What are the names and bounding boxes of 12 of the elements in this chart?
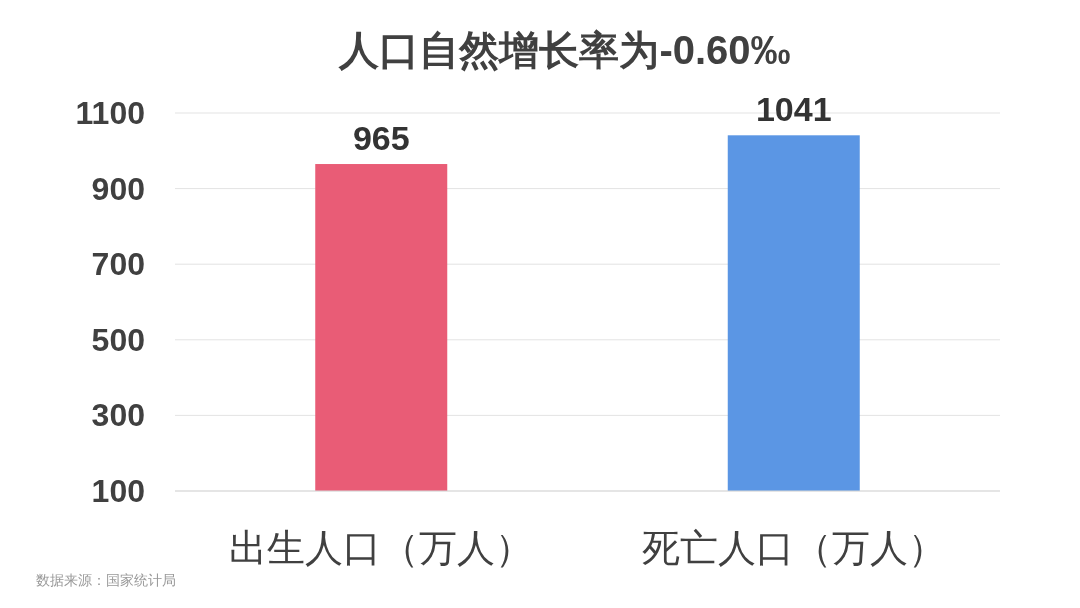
source-note: 数据来源：国家统计局 [36,572,176,588]
y-tick-label: 900 [91,170,145,207]
data-label: 965 [352,119,410,158]
y-tick-label: 700 [91,246,145,283]
x-tick-label: 死亡人口（万人） [641,527,946,569]
chart-title: 人口自然增长率为-0.60‰ [338,28,791,72]
data-label: 1041 [755,90,832,129]
y-tick-label: 300 [91,397,145,434]
y-tick-label: 100 [91,473,145,509]
y-tick-label: 1100 [75,95,145,131]
x-tick-label: 出生人口（万人） [229,527,534,569]
y-tick-label: 500 [91,321,145,358]
